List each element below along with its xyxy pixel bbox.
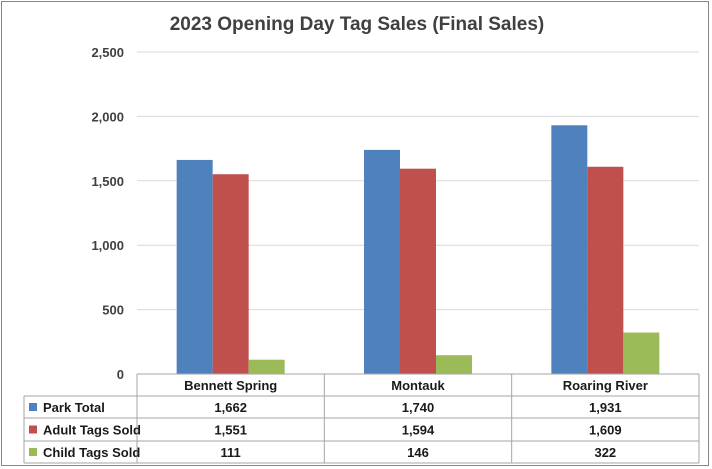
bar: [623, 332, 660, 374]
bar: [248, 359, 285, 374]
bar: [364, 149, 400, 374]
y-tick-label: 500: [102, 303, 124, 318]
bar: [436, 355, 472, 374]
data-label: 146: [407, 445, 429, 460]
data-label: 111: [221, 445, 241, 460]
data-label: 1,609: [589, 423, 622, 438]
data-label: 1,662: [214, 400, 247, 415]
y-tick-label: 1,000: [91, 238, 124, 253]
data-table: Bennett Spring Montauk Roaring River Park T…: [23, 373, 700, 464]
data-label: 322: [594, 445, 616, 460]
bar: [212, 174, 249, 374]
y-tick-label: 2,000: [91, 109, 124, 124]
y-tick-label: 1,500: [91, 174, 124, 189]
category-label: Bennett Spring: [184, 378, 277, 393]
y-axis-ticks: 0 500 1,000 1,500 2,000 2,500: [91, 45, 124, 382]
y-tick-label: 0: [117, 367, 124, 382]
bars: [176, 125, 660, 374]
legend-key: [29, 403, 37, 411]
chart-title: 2023 Opening Day Tag Sales (Final Sales): [170, 14, 545, 35]
legend-key: [29, 448, 37, 456]
legend-label: Park Total: [43, 400, 105, 415]
data-label: 1,740: [402, 400, 435, 415]
bar: [587, 166, 624, 374]
bar: [551, 125, 588, 374]
category-label: Montauk: [391, 378, 445, 393]
data-label: 1,594: [402, 423, 435, 438]
data-label: 1,931: [589, 400, 622, 415]
category-label: Roaring River: [563, 378, 648, 393]
data-label: 1,551: [214, 423, 247, 438]
legend-key: [29, 425, 37, 434]
legend-label: Child Tags Sold: [43, 445, 140, 460]
bar: [400, 168, 436, 374]
y-tick-label: 2,500: [91, 45, 124, 60]
bar: [176, 159, 213, 374]
legend-label: Adult Tags Sold: [43, 423, 141, 438]
